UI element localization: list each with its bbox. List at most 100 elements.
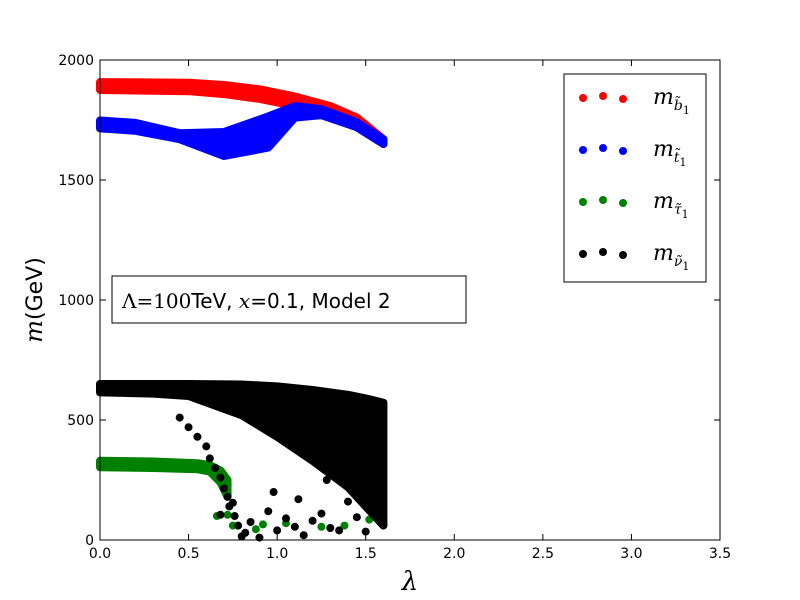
- data-point-m_nu1: [230, 512, 239, 520]
- legend-label-sub: t̃: [674, 147, 681, 166]
- legend-marker: [579, 198, 587, 206]
- x-tick-label: 0.5: [177, 546, 199, 562]
- data-point-m_nu1: [361, 485, 370, 494]
- legend-label-base: m: [653, 241, 674, 266]
- y-tick-label: 2000: [58, 53, 94, 69]
- data-point-m_nu1: [273, 526, 282, 535]
- data-point-m_nu1: [246, 518, 255, 526]
- legend-label-sub: ν̃: [674, 254, 683, 270]
- y-tick-label: 1500: [58, 173, 94, 189]
- legend-label-index: 1: [682, 208, 689, 221]
- x-tick-label: 3.5: [709, 546, 731, 562]
- legend-entry-m_b1: mb̃1: [579, 85, 690, 117]
- data-point-m_nu1: [220, 484, 228, 493]
- legend-label-index: 1: [682, 260, 689, 273]
- y-tick-label: 500: [67, 413, 94, 429]
- legend-marker: [619, 95, 627, 103]
- y-axis-label-symbol: m: [20, 320, 48, 343]
- data-point-m_nu1: [322, 476, 331, 484]
- annotation-lambda-unit: TeV,: [190, 289, 239, 313]
- data-point-m_nu1: [211, 464, 220, 472]
- legend-entry-m_t1: mt̃1: [579, 137, 687, 169]
- legend-label-index: 1: [683, 104, 690, 117]
- data-point-m_nu1: [294, 495, 303, 504]
- data-point-m_nu1: [317, 509, 326, 518]
- data-point-m_nu1: [290, 522, 299, 531]
- data-point-m_nu1: [379, 520, 388, 529]
- x-tick-label: 2.5: [532, 546, 554, 562]
- data-point-m_tau1: [317, 522, 326, 531]
- legend-marker: [579, 146, 587, 154]
- legend-marker: [599, 196, 607, 204]
- annotation-text: Λ=100TeV, x=0.1, Model 2: [121, 289, 391, 313]
- data-point-m_nu1: [241, 528, 250, 537]
- legend-label-base: m: [653, 189, 674, 214]
- data-layer: [96, 78, 388, 542]
- data-point-m_nu1: [228, 498, 237, 507]
- legend-frame: [563, 73, 707, 283]
- data-point-m_nu1: [216, 510, 225, 519]
- x-tick-label: 1.0: [266, 546, 288, 562]
- legend-marker: [579, 94, 587, 102]
- annotation-frame: [111, 275, 467, 324]
- series-m_nu1: [96, 380, 388, 542]
- data-point-m_nu1: [205, 454, 214, 463]
- legend-entry-m_tau1: mτ̃1: [579, 189, 689, 221]
- legend-marker: [619, 251, 627, 259]
- data-point-m_nu1: [282, 514, 290, 523]
- x-tick-label: 0.0: [89, 546, 111, 562]
- data-point-m_tau1: [251, 525, 260, 534]
- data-point-m_nu1: [193, 432, 202, 441]
- data-point-m_nu1: [269, 488, 278, 496]
- legend: mb̃1mt̃1mτ̃1mν̃1: [563, 73, 707, 283]
- data-point-m_nu1: [264, 507, 273, 516]
- data-point-m_nu1: [202, 442, 211, 451]
- data-point-m_nu1: [223, 492, 232, 501]
- legend-items: mb̃1mt̃1mτ̃1mν̃1: [579, 85, 690, 273]
- data-point-m_tau1: [340, 521, 349, 530]
- x-tick-label: 1.5: [355, 546, 377, 562]
- annotation-x-symbol: x: [239, 289, 250, 313]
- data-point-m_nu1: [370, 507, 379, 516]
- legend-label: mν̃1: [653, 241, 689, 273]
- y-tick-label: 0: [85, 533, 94, 549]
- data-point-m_nu1: [216, 473, 225, 482]
- legend-label-base: m: [653, 85, 674, 110]
- data-point-m_nu1: [352, 513, 361, 522]
- data-point-m_nu1: [344, 497, 352, 506]
- data-point-m_tau1: [223, 510, 232, 519]
- legend-marker: [599, 144, 607, 152]
- legend-entry-m_nu1: mν̃1: [579, 241, 689, 273]
- data-point-m_tau1: [258, 520, 267, 529]
- legend-label: mb̃1: [653, 85, 690, 117]
- data-point-m_nu1: [361, 527, 370, 536]
- annotation-x-value: =0.1, Model 2: [250, 289, 390, 313]
- annotation-box: Λ=100TeV, x=0.1, Model 2: [111, 275, 467, 324]
- data-point-m_nu1: [175, 413, 184, 422]
- legend-marker: [619, 147, 627, 155]
- legend-marker: [619, 199, 627, 207]
- x-tick-label: 2.0: [443, 546, 465, 562]
- x-tick-label: 3.0: [620, 546, 642, 562]
- legend-label-sub: b̃: [674, 95, 683, 114]
- legend-marker: [579, 250, 587, 258]
- y-axis-label: m(GeV): [20, 257, 48, 343]
- legend-marker: [599, 248, 607, 256]
- legend-label-index: 1: [680, 156, 687, 169]
- series-m_t1: [96, 102, 388, 160]
- legend-label: mτ̃1: [653, 189, 689, 221]
- y-tick-label: 1000: [58, 293, 94, 309]
- data-point-m_nu1: [308, 516, 317, 525]
- legend-label-sub: τ̃: [674, 202, 682, 218]
- tick-layer: 0.0 0.5 1.0 1.5 2.0 2.5 3.0 3.5 0 500 1000 1500 2000: [58, 53, 731, 562]
- y-axis-label-unit: (GeV): [23, 257, 48, 320]
- data-point-m_nu1: [234, 521, 243, 530]
- annotation-lambda-expr: Λ=100: [121, 289, 191, 313]
- legend-label: mt̃1: [653, 137, 687, 169]
- plot-frame: [99, 59, 721, 541]
- legend-marker: [599, 92, 607, 100]
- data-point-m_nu1: [184, 423, 193, 432]
- series-band-m_t1: [96, 102, 388, 160]
- data-point-m_nu1: [335, 526, 344, 535]
